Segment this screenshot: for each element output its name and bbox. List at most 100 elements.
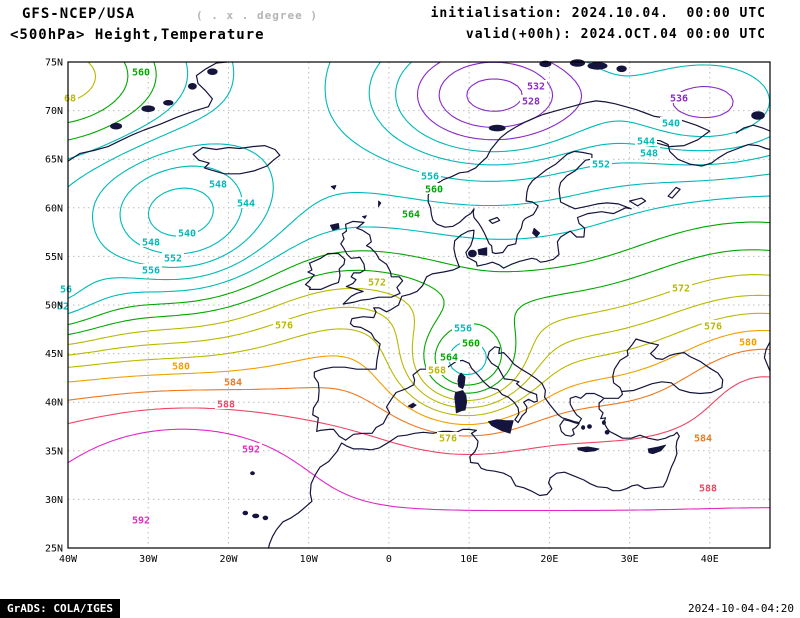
lat-tick-label: 55N [45,252,63,263]
contour-label: 552 [164,254,182,265]
coastline [345,346,623,441]
island [163,100,174,106]
lat-tick-label: 60N [45,203,63,214]
generation-timestamp: 2024-10-04-04:20 [688,602,794,615]
contour-level-544 [119,61,771,255]
contour-label: 564 [402,210,420,221]
contour-level-588 [67,376,771,456]
coastline [67,61,228,162]
lon-tick-label: 0 [386,554,392,565]
contour-label: 560 [425,185,443,196]
contour-label: 544 [637,137,655,148]
contour-level-528 [466,78,523,112]
contour-label: 560 [132,68,150,79]
island [378,200,382,208]
lat-tick-label: 70N [45,106,63,117]
contour-level-592 [67,428,771,512]
contour-label: 572 [672,284,690,295]
island [581,425,586,430]
island [488,124,506,132]
contour-label: 556 [421,172,439,183]
island [454,390,468,414]
contour-label: 588 [699,484,717,495]
coastline [312,100,771,441]
lon-tick-label: 40W [59,554,78,565]
contour-level-532 [438,61,554,128]
contour-label: 68 [64,94,76,105]
island [187,83,197,90]
island [477,247,488,256]
grid-lines [67,61,770,549]
coastline [667,186,681,199]
contour-label: 576 [439,434,457,445]
island [141,105,156,112]
lat-tick-label: 25N [45,544,63,555]
lon-tick-label: 30W [139,554,158,565]
contour-level-572 [67,294,771,409]
lat-tick-label: 35N [45,446,63,457]
lon-tick-label: 10E [460,554,478,565]
contour-label: 572 [368,278,386,289]
model-title: GFS-NCEP/USA [22,6,136,22]
contour-label: 548 [640,149,658,160]
lon-tick-label: 10W [300,554,319,565]
init-time: initialisation: 2024.10.04. 00:00 UTC [430,6,766,21]
coastline [763,341,771,372]
island [262,515,269,521]
island [751,111,765,120]
coastline [612,338,724,395]
island [457,372,466,389]
contour-label: 532 [527,82,545,93]
contour-label: 592 [132,516,150,527]
contour-label: 540 [662,119,680,130]
island [532,227,541,238]
lon-tick-label: 20E [540,554,558,565]
product-title: <500hPa> Height,Temperature [10,27,265,43]
contour-label: 588 [217,400,235,411]
island [252,513,260,519]
grads-credit-badge: GrADS: COLA/IGES [0,599,120,618]
contour-level-568 [67,61,771,402]
contour-level-580 [67,329,771,426]
coastline [304,252,346,290]
lon-tick-label: 20W [219,554,238,565]
coastline [340,220,404,305]
island [242,510,249,516]
island [604,429,610,435]
lat-tick-label: 40N [45,398,63,409]
lat-tick-label: 65N [45,155,63,166]
contour-level-560 [67,61,771,386]
island [329,223,340,231]
valid-time: valid(+00h): 2024.OCT.04 00:00 UTC [465,27,766,42]
contour-label: 576 [275,321,293,332]
contour-label: 528 [522,97,540,108]
coastline [735,124,771,134]
lat-tick-label: 75N [45,58,63,69]
contour-label: 568 [428,366,446,377]
island [577,446,600,453]
coastline [629,197,647,207]
coastline [559,419,580,437]
lon-tick-label: 40E [701,554,719,565]
island [467,249,477,258]
island [647,444,667,455]
lon-tick-label: 30E [621,554,639,565]
contour-label: 52 [57,302,69,313]
island [207,68,218,75]
contour-label: 584 [694,434,712,445]
contour-label: 556 [454,324,472,335]
island [362,215,367,219]
coastline [268,398,680,549]
contour-label: 552 [592,160,610,171]
contour-label: 536 [670,94,688,105]
contour-label: 560 [462,339,480,350]
coastline [488,216,501,224]
contour-label: 592 [242,445,260,456]
island [569,59,586,67]
contour-label: 576 [704,322,722,333]
contour-label: 580 [172,362,190,373]
